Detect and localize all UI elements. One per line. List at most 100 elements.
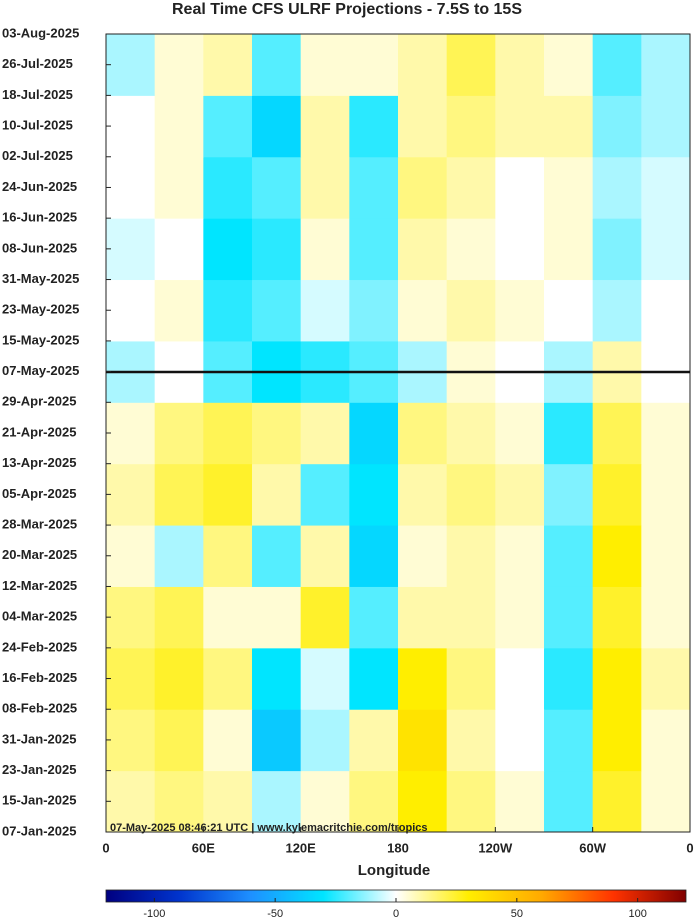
- heatmap-cell: [446, 586, 496, 649]
- heatmap-cell: [154, 279, 204, 342]
- heatmap-cell: [349, 95, 399, 158]
- heatmap-cell: [154, 770, 204, 833]
- heatmap-cell: [252, 463, 302, 526]
- heatmap-cell: [203, 586, 253, 649]
- heatmap-cell: [495, 463, 545, 526]
- heatmap-cell: [106, 647, 156, 710]
- heatmap-cell: [349, 709, 399, 772]
- heatmap-cell: [106, 709, 156, 772]
- heatmap-cell: [544, 770, 594, 833]
- colorbar-tick-label: 0: [393, 908, 399, 920]
- heatmap-cell: [641, 647, 691, 710]
- heatmap-cell: [300, 279, 350, 342]
- heatmap-cell: [203, 218, 253, 281]
- heatmap-cell: [495, 34, 545, 96]
- heatmap-cell: [106, 279, 156, 342]
- heatmap-cell: [154, 525, 204, 587]
- heatmap-cell: [446, 463, 496, 526]
- heatmap-cell: [252, 34, 302, 96]
- y-tick-label: 16-Jun-2025: [2, 210, 77, 225]
- y-tick-label: 29-Apr-2025: [2, 394, 76, 409]
- heatmap-cell: [349, 463, 399, 526]
- y-tick-label: 28-Mar-2025: [2, 517, 77, 532]
- heatmap-cell: [592, 770, 642, 833]
- heatmap-cell: [300, 525, 350, 587]
- y-tick-label: 08-Jun-2025: [2, 240, 77, 255]
- heatmap-cell: [349, 647, 399, 710]
- heatmap-cell: [398, 647, 448, 710]
- heatmap-cell: [446, 156, 496, 219]
- heatmap-cell: [544, 463, 594, 526]
- heatmap-cell: [106, 95, 156, 158]
- y-tick-label: 12-Mar-2025: [2, 578, 77, 593]
- heatmap-cell: [641, 156, 691, 219]
- heatmap-cell: [252, 156, 302, 219]
- heatmap-cell: [592, 647, 642, 710]
- heatmap-cell: [203, 402, 253, 465]
- heatmap-cell: [203, 647, 253, 710]
- heatmap-cell: [641, 525, 691, 587]
- heatmap-cell: [592, 709, 642, 772]
- x-tick-label: 120W: [478, 840, 513, 855]
- heatmap-cell: [544, 95, 594, 158]
- heatmap-cell: [300, 770, 350, 833]
- heatmap-cell: [398, 770, 448, 833]
- y-tick-label: 24-Jun-2025: [2, 179, 77, 194]
- heatmap-cell: [349, 770, 399, 833]
- heatmap-cell: [398, 156, 448, 219]
- colorbar-tick-label: -100: [143, 908, 165, 920]
- heatmap-cell: [106, 770, 156, 833]
- heatmap-cell: [203, 709, 253, 772]
- heatmap-cell: [495, 709, 545, 772]
- heatmap-cell: [349, 586, 399, 649]
- heatmap-cell: [154, 586, 204, 649]
- y-tick-label: 07-May-2025: [2, 363, 79, 378]
- heatmap-cell: [398, 218, 448, 281]
- heatmap-cell: [349, 156, 399, 219]
- y-tick-label: 23-Jan-2025: [2, 762, 76, 777]
- heatmap-cell: [252, 95, 302, 158]
- y-tick-label: 18-Jul-2025: [2, 87, 73, 102]
- heatmap-cell: [592, 156, 642, 219]
- heatmap-cell: [252, 525, 302, 587]
- heatmap-cell: [300, 95, 350, 158]
- y-tick-label: 15-May-2025: [2, 332, 79, 347]
- heatmap-cell: [398, 463, 448, 526]
- colorbar-tick-label: 50: [511, 908, 523, 920]
- heatmap-cell: [252, 770, 302, 833]
- heatmap-cell: [641, 95, 691, 158]
- heatmap-cell: [154, 95, 204, 158]
- heatmap-cell: [252, 402, 302, 465]
- heatmap-cell: [592, 279, 642, 342]
- heatmap-cell: [592, 525, 642, 587]
- heatmap-cell: [398, 34, 448, 96]
- heatmap-cell: [446, 218, 496, 281]
- heatmap-cell: [495, 218, 545, 281]
- heatmap-cell: [592, 34, 642, 96]
- heatmap-cell: [349, 402, 399, 465]
- y-tick-label: 31-Jan-2025: [2, 731, 76, 746]
- heatmap-cell: [592, 586, 642, 649]
- heatmap-cell: [398, 709, 448, 772]
- heatmap-cell: [106, 525, 156, 587]
- x-tick-label: 60E: [192, 840, 215, 855]
- heatmap-cell: [495, 647, 545, 710]
- heatmap-cell: [544, 709, 594, 772]
- heatmap-cell: [300, 34, 350, 96]
- heatmap-cell: [203, 34, 253, 96]
- heatmap-cell: [495, 156, 545, 219]
- heatmap-cell: [349, 218, 399, 281]
- heatmap-cell: [398, 95, 448, 158]
- heatmap-cell: [592, 95, 642, 158]
- heatmap-cell: [446, 525, 496, 587]
- y-tick-label: 02-Jul-2025: [2, 148, 73, 163]
- heatmap-cell: [203, 95, 253, 158]
- heatmap-cell: [203, 525, 253, 587]
- heatmap-cell: [252, 586, 302, 649]
- y-tick-label: 26-Jul-2025: [2, 56, 73, 71]
- x-tick-label: 60W: [579, 840, 606, 855]
- heatmap-cell: [252, 279, 302, 342]
- heatmap-cell: [300, 463, 350, 526]
- heatmap-cell: [154, 156, 204, 219]
